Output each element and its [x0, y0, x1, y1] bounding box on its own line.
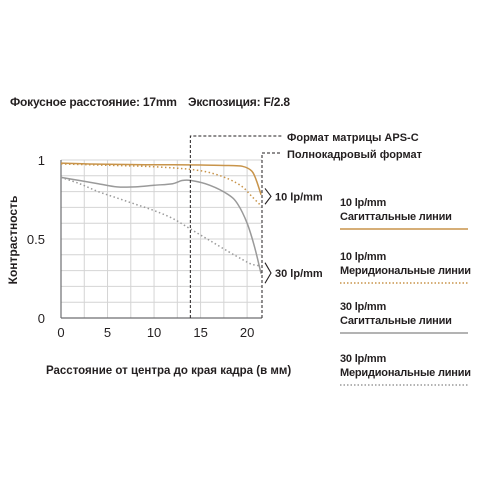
- full-frame-label: Полнокадровый формат: [287, 149, 423, 161]
- legend-type: Меридиональные линии: [340, 367, 471, 379]
- y-tick-label: 0.5: [27, 232, 45, 247]
- legend-type: Сагиттальные линии: [340, 315, 452, 327]
- legend-swatch: [340, 228, 468, 230]
- legend-type: Сагиттальные линии: [340, 211, 452, 223]
- bracket-1: [264, 262, 272, 284]
- series-line: [60, 176, 262, 274]
- x-tick-label: 20: [240, 325, 254, 340]
- aps-c-label: Формат матрицы APS-C: [287, 132, 419, 144]
- legend-swatch: [340, 332, 468, 334]
- bracket-0: [264, 188, 272, 205]
- aperture-label: Экспозиция: F/2.8: [188, 95, 290, 109]
- x-tick-label: 10: [147, 325, 161, 340]
- focal-length-label: Фокусное расстояние: 17mm: [10, 95, 177, 109]
- y-tick-label: 1: [38, 153, 45, 168]
- legend-swatch: [340, 384, 468, 386]
- chart-grid: [60, 159, 262, 319]
- legend-10-sagittal: 10 lp/mm Сагиттальные линии: [340, 196, 468, 231]
- group-label: 30 lp/mm: [275, 268, 323, 280]
- legend-swatch: [340, 282, 468, 284]
- axis-ticks: 0 5 10 15 20 0 0.5 1: [27, 153, 254, 340]
- aps-c-marker-line: [189, 135, 282, 318]
- series-line: [60, 176, 262, 267]
- legend-type: Меридиональные линии: [340, 265, 471, 277]
- series-line: [60, 162, 262, 195]
- sensor-markers: [189, 135, 282, 318]
- legend-freq: 10 lp/mm: [340, 251, 387, 263]
- legend-10-meridional: 10 lp/mm Меридиональные линии: [340, 250, 471, 285]
- x-axis-label: Расстояние от центра до края кадра (в мм…: [46, 365, 291, 377]
- y-tick-label: 0: [38, 311, 45, 326]
- frequency-brackets: 10 lp/mm 30 lp/mm: [264, 188, 323, 284]
- x-tick-label: 15: [193, 325, 207, 340]
- legend-30-meridional: 30 lp/mm Меридиональные линии: [340, 352, 471, 387]
- y-axis-label: Контрастность: [6, 196, 20, 285]
- legend-30-sagittal: 30 lp/mm Сагиттальные линии: [340, 300, 468, 335]
- chart-series: [60, 162, 262, 274]
- x-tick-label: 5: [104, 325, 111, 340]
- x-tick-label: 0: [57, 325, 64, 340]
- legend-freq: 30 lp/mm: [340, 301, 387, 313]
- full-frame-marker-line: [261, 152, 282, 318]
- legend-freq: 30 lp/mm: [340, 353, 387, 365]
- group-label: 10 lp/mm: [275, 191, 323, 203]
- series-line: [60, 163, 262, 207]
- legend-freq: 10 lp/mm: [340, 197, 387, 209]
